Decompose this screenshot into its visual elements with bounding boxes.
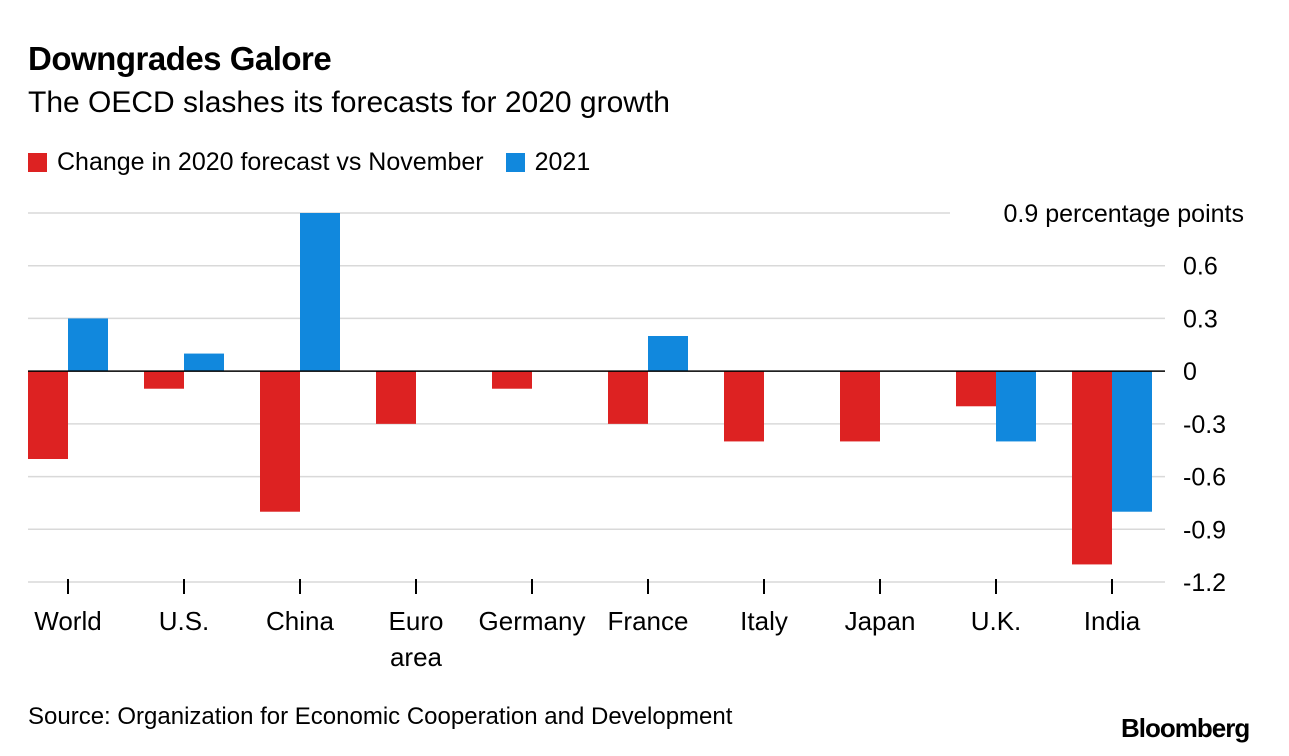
chart-subtitle: The OECD slashes its forecasts for 2020 … bbox=[28, 86, 670, 119]
x-tick-label: India bbox=[1084, 606, 1141, 636]
bar-2021 bbox=[1112, 371, 1152, 512]
bar-2020 bbox=[144, 371, 184, 389]
bar-2020 bbox=[28, 371, 68, 459]
x-tick-label: World bbox=[34, 606, 101, 636]
legend-item-2020: Change in 2020 forecast vs November bbox=[28, 148, 484, 177]
bar-2020 bbox=[608, 371, 648, 424]
legend: Change in 2020 forecast vs November 2021 bbox=[28, 148, 612, 177]
bar-2020 bbox=[724, 371, 764, 442]
y-tick-label: 0.3 bbox=[1183, 305, 1218, 333]
bar-2020 bbox=[260, 371, 300, 512]
x-tick-label: Japan bbox=[845, 606, 916, 636]
bar-2021 bbox=[68, 318, 108, 372]
bar-2020 bbox=[956, 371, 996, 407]
x-tick-label: China bbox=[266, 606, 334, 636]
chart-title: Downgrades Galore bbox=[28, 40, 332, 77]
bar-2021 bbox=[648, 336, 688, 372]
y-tick-label: 0.6 bbox=[1183, 253, 1218, 281]
y-tick-label: 0 bbox=[1183, 358, 1197, 386]
bloomberg-logo: Bloomberg bbox=[1121, 713, 1250, 743]
bar-2020 bbox=[840, 371, 880, 442]
legend-swatch-2021 bbox=[505, 153, 525, 172]
x-tick-label: Euro bbox=[389, 606, 444, 636]
bar-2020 bbox=[492, 371, 532, 389]
x-tick-label: Italy bbox=[740, 606, 788, 636]
legend-swatch-2020 bbox=[28, 153, 47, 172]
y-tick-label: -0.9 bbox=[1183, 516, 1226, 544]
x-tick-label: U.K. bbox=[971, 606, 1022, 636]
bar-2021 bbox=[300, 213, 340, 372]
bar-2020 bbox=[376, 371, 416, 424]
legend-label-2020: Change in 2020 forecast vs November bbox=[57, 148, 484, 176]
y-tick-label: -1.2 bbox=[1183, 569, 1226, 597]
y-tick-label: -0.6 bbox=[1183, 464, 1226, 492]
x-tick-label: area bbox=[390, 642, 443, 672]
y-tick-label: -0.3 bbox=[1183, 411, 1226, 439]
legend-label-2021: 2021 bbox=[534, 148, 591, 176]
bar-2020 bbox=[1072, 371, 1112, 565]
x-tick-label: France bbox=[608, 606, 689, 636]
x-tick-label: U.S. bbox=[159, 606, 210, 636]
y-tick-label: 0.9 percentage points bbox=[1004, 200, 1244, 228]
legend-item-2021: 2021 bbox=[505, 148, 591, 177]
x-tick-label: Germany bbox=[479, 606, 586, 636]
bar-2021 bbox=[184, 353, 224, 372]
source-note: Source: Organization for Economic Cooper… bbox=[28, 703, 733, 730]
bar-2021 bbox=[996, 371, 1036, 442]
